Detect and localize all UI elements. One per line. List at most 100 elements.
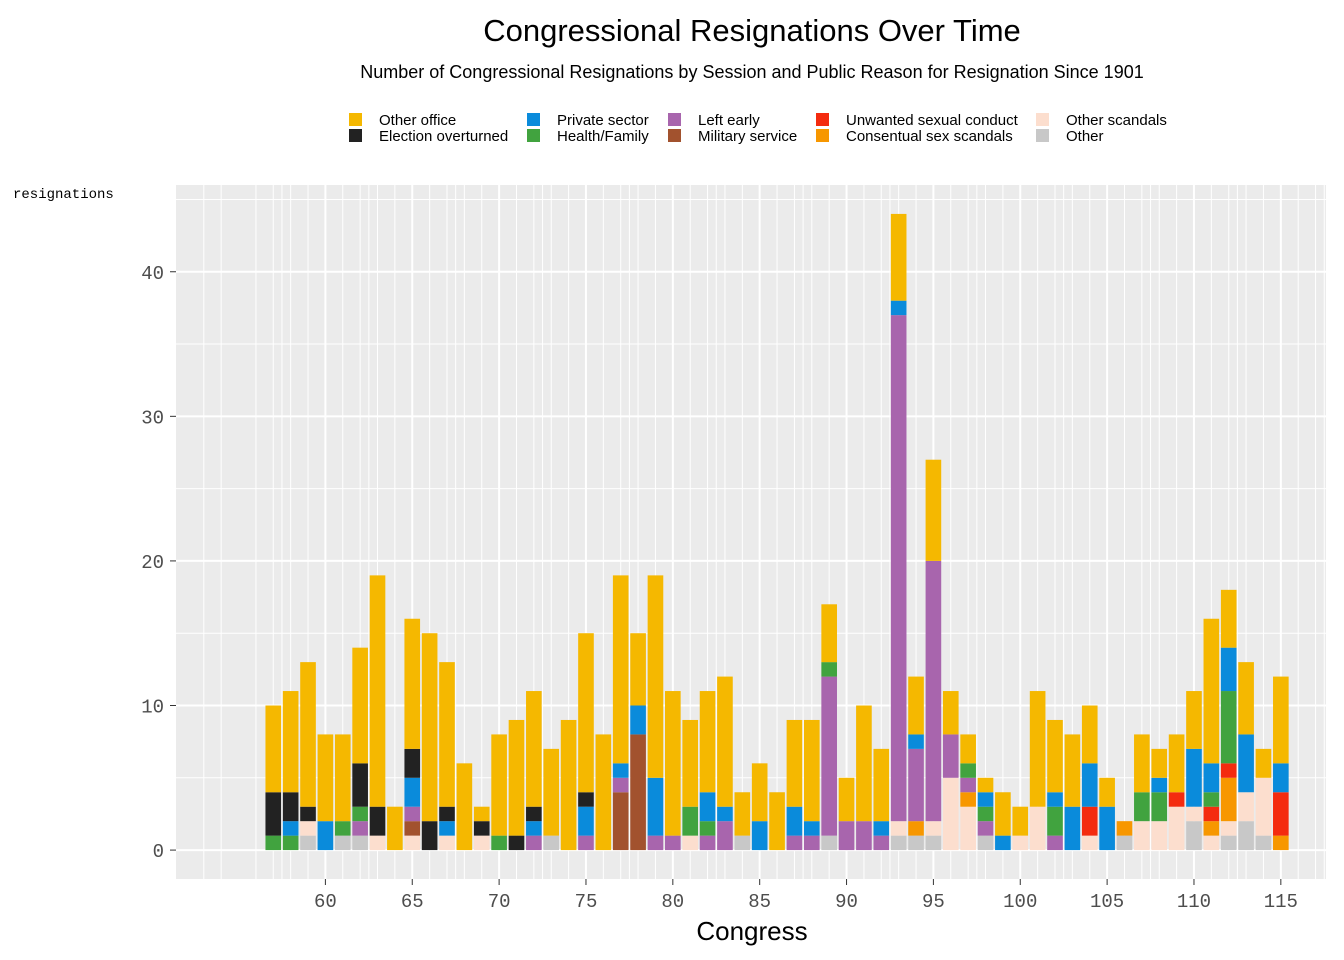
bar-segment [526,821,542,836]
bar-segment [282,821,299,836]
bar-segment [960,806,976,851]
bar-segment [977,792,994,807]
bar-segment [699,691,716,793]
bar-segment [317,734,334,822]
bar-segment [838,777,855,822]
bar-segment [508,719,525,836]
bar-segment [769,792,785,851]
bar-segment [751,763,768,822]
bar-segment [995,835,1011,851]
legend-label: Left early [698,112,760,129]
bar-segment [300,821,316,836]
legend-label: Military service [698,128,797,145]
bar-segment [873,748,890,822]
bar-segment [1203,792,1220,807]
bar-segment [352,821,368,836]
chart-title: Congressional Resignations Over Time [483,13,1021,48]
bar-segment [1151,748,1168,778]
legend-swatch [527,113,540,126]
bar-segment [1134,734,1150,793]
bar-segment [977,777,994,793]
bar-segment [1203,821,1220,836]
bar-segment [300,835,316,851]
legend-swatch [527,129,540,142]
bars [265,213,1289,851]
legend-item: Other scandals [1036,112,1167,129]
bar-segment [560,719,577,851]
bar-segment [1186,748,1202,807]
bar-segment [578,633,594,793]
bar-segment [1220,589,1237,648]
legend-item: Other office [349,112,456,129]
bar-segment [682,835,699,851]
legend-label: Consentual sex scandals [846,128,1013,145]
x-tick-label: 70 [488,891,511,913]
x-tick-label: 60 [314,891,337,913]
bar-segment [699,821,716,836]
bar-segment [1238,662,1254,735]
bar-segment [612,763,629,778]
bar-segment [856,821,872,851]
bar-segment [508,835,525,851]
bar-segment [1047,835,1063,851]
bar-segment [630,633,646,706]
bar-segment [526,835,542,851]
bar-segment [1099,777,1115,807]
y-tick-label: 0 [153,841,164,863]
bar-segment [1255,777,1272,836]
bar-segment [1047,806,1063,836]
bar-segment [890,213,907,301]
bar-segment [786,719,803,807]
legend-label: Other [1066,128,1104,145]
bar-segment [1012,835,1029,851]
bar-segment [908,676,924,735]
bar-segment [369,575,386,807]
bar-segment [1255,748,1272,778]
bar-segment [665,691,681,836]
bar-segment [1203,618,1220,764]
bar-segment [1012,806,1029,836]
legend-item: Health/Family [527,128,649,145]
x-axis-ticks: 60 65 70 75 80 85 90 95 100 105 110 115 [314,879,1298,913]
legend-label: Unwanted sexual conduct [846,112,1019,129]
bar-segment [439,835,455,851]
bar-segment [821,835,837,851]
bar-segment [873,835,890,851]
bar-segment [1029,806,1046,851]
bar-segment [1220,835,1237,851]
bar-segment [1081,763,1098,807]
legend-label: Other office [379,112,456,129]
bar-segment [908,748,924,822]
bar-segment [1220,763,1237,778]
bar-segment [942,777,959,851]
bar-segment [1220,691,1237,764]
bar-segment [925,835,942,851]
bar-segment [1047,792,1063,807]
bar-segment [977,806,994,822]
bar-segment [717,821,733,851]
bar-segment [995,792,1011,836]
bar-segment [682,806,699,836]
bar-segment [977,821,994,836]
bar-segment [282,835,299,851]
legend-item: Consentual sex scandals [816,128,1013,145]
legend-swatch [816,113,829,126]
bar-segment [647,777,664,836]
bar-segment [803,835,820,851]
legend-item: Other [1036,128,1104,145]
bar-segment [421,821,438,851]
bar-segment [612,777,629,793]
bar-segment [1116,821,1133,836]
bar-segment [387,806,403,851]
bar-segment [1081,835,1098,851]
bar-segment [439,662,455,807]
bar-segment [925,459,942,561]
bar-segment [612,792,629,851]
x-tick-label: 100 [1003,891,1037,913]
bar-segment [734,835,751,851]
bar-segment [751,821,768,851]
bar-segment [473,835,490,851]
x-tick-label: 80 [661,891,684,913]
bar-segment [265,792,282,836]
bar-segment [803,821,820,836]
